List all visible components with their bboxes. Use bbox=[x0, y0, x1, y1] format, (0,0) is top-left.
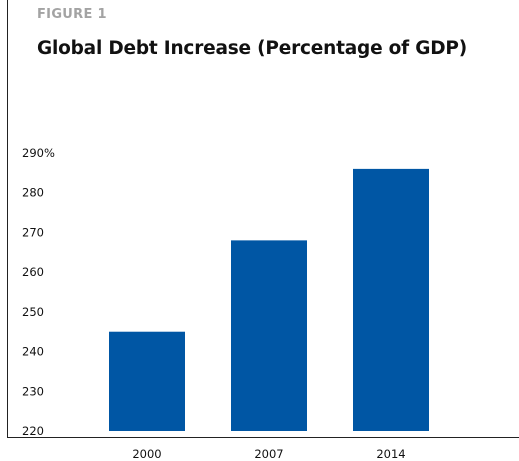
y-tick-label: 280 bbox=[22, 186, 44, 200]
y-axis-tick-labels: 290% 280 270 260 250 240 230 220 bbox=[22, 146, 55, 438]
y-tick-label: 240 bbox=[22, 345, 44, 359]
y-tick-label: 290% bbox=[22, 146, 55, 160]
y-tick-label: 230 bbox=[22, 384, 44, 398]
x-category-label: 2000 bbox=[132, 447, 161, 461]
bar-2000 bbox=[109, 331, 185, 431]
y-tick-label: 270 bbox=[22, 225, 44, 239]
x-axis-category-labels: 2000 2007 2014 bbox=[132, 447, 405, 461]
x-category-label: 2014 bbox=[376, 447, 405, 461]
x-category-label: 2007 bbox=[254, 447, 283, 461]
y-tick-label: 220 bbox=[22, 424, 44, 438]
y-tick-label: 260 bbox=[22, 265, 44, 279]
bar-2007 bbox=[231, 240, 307, 431]
figure-number: FIGURE 1 bbox=[37, 7, 107, 22]
left-rule bbox=[7, 0, 8, 438]
chart-title: Global Debt Increase (Percentage of GDP) bbox=[37, 38, 468, 59]
y-tick-label: 250 bbox=[22, 305, 44, 319]
bar-2014 bbox=[353, 168, 429, 431]
bars bbox=[109, 168, 429, 431]
